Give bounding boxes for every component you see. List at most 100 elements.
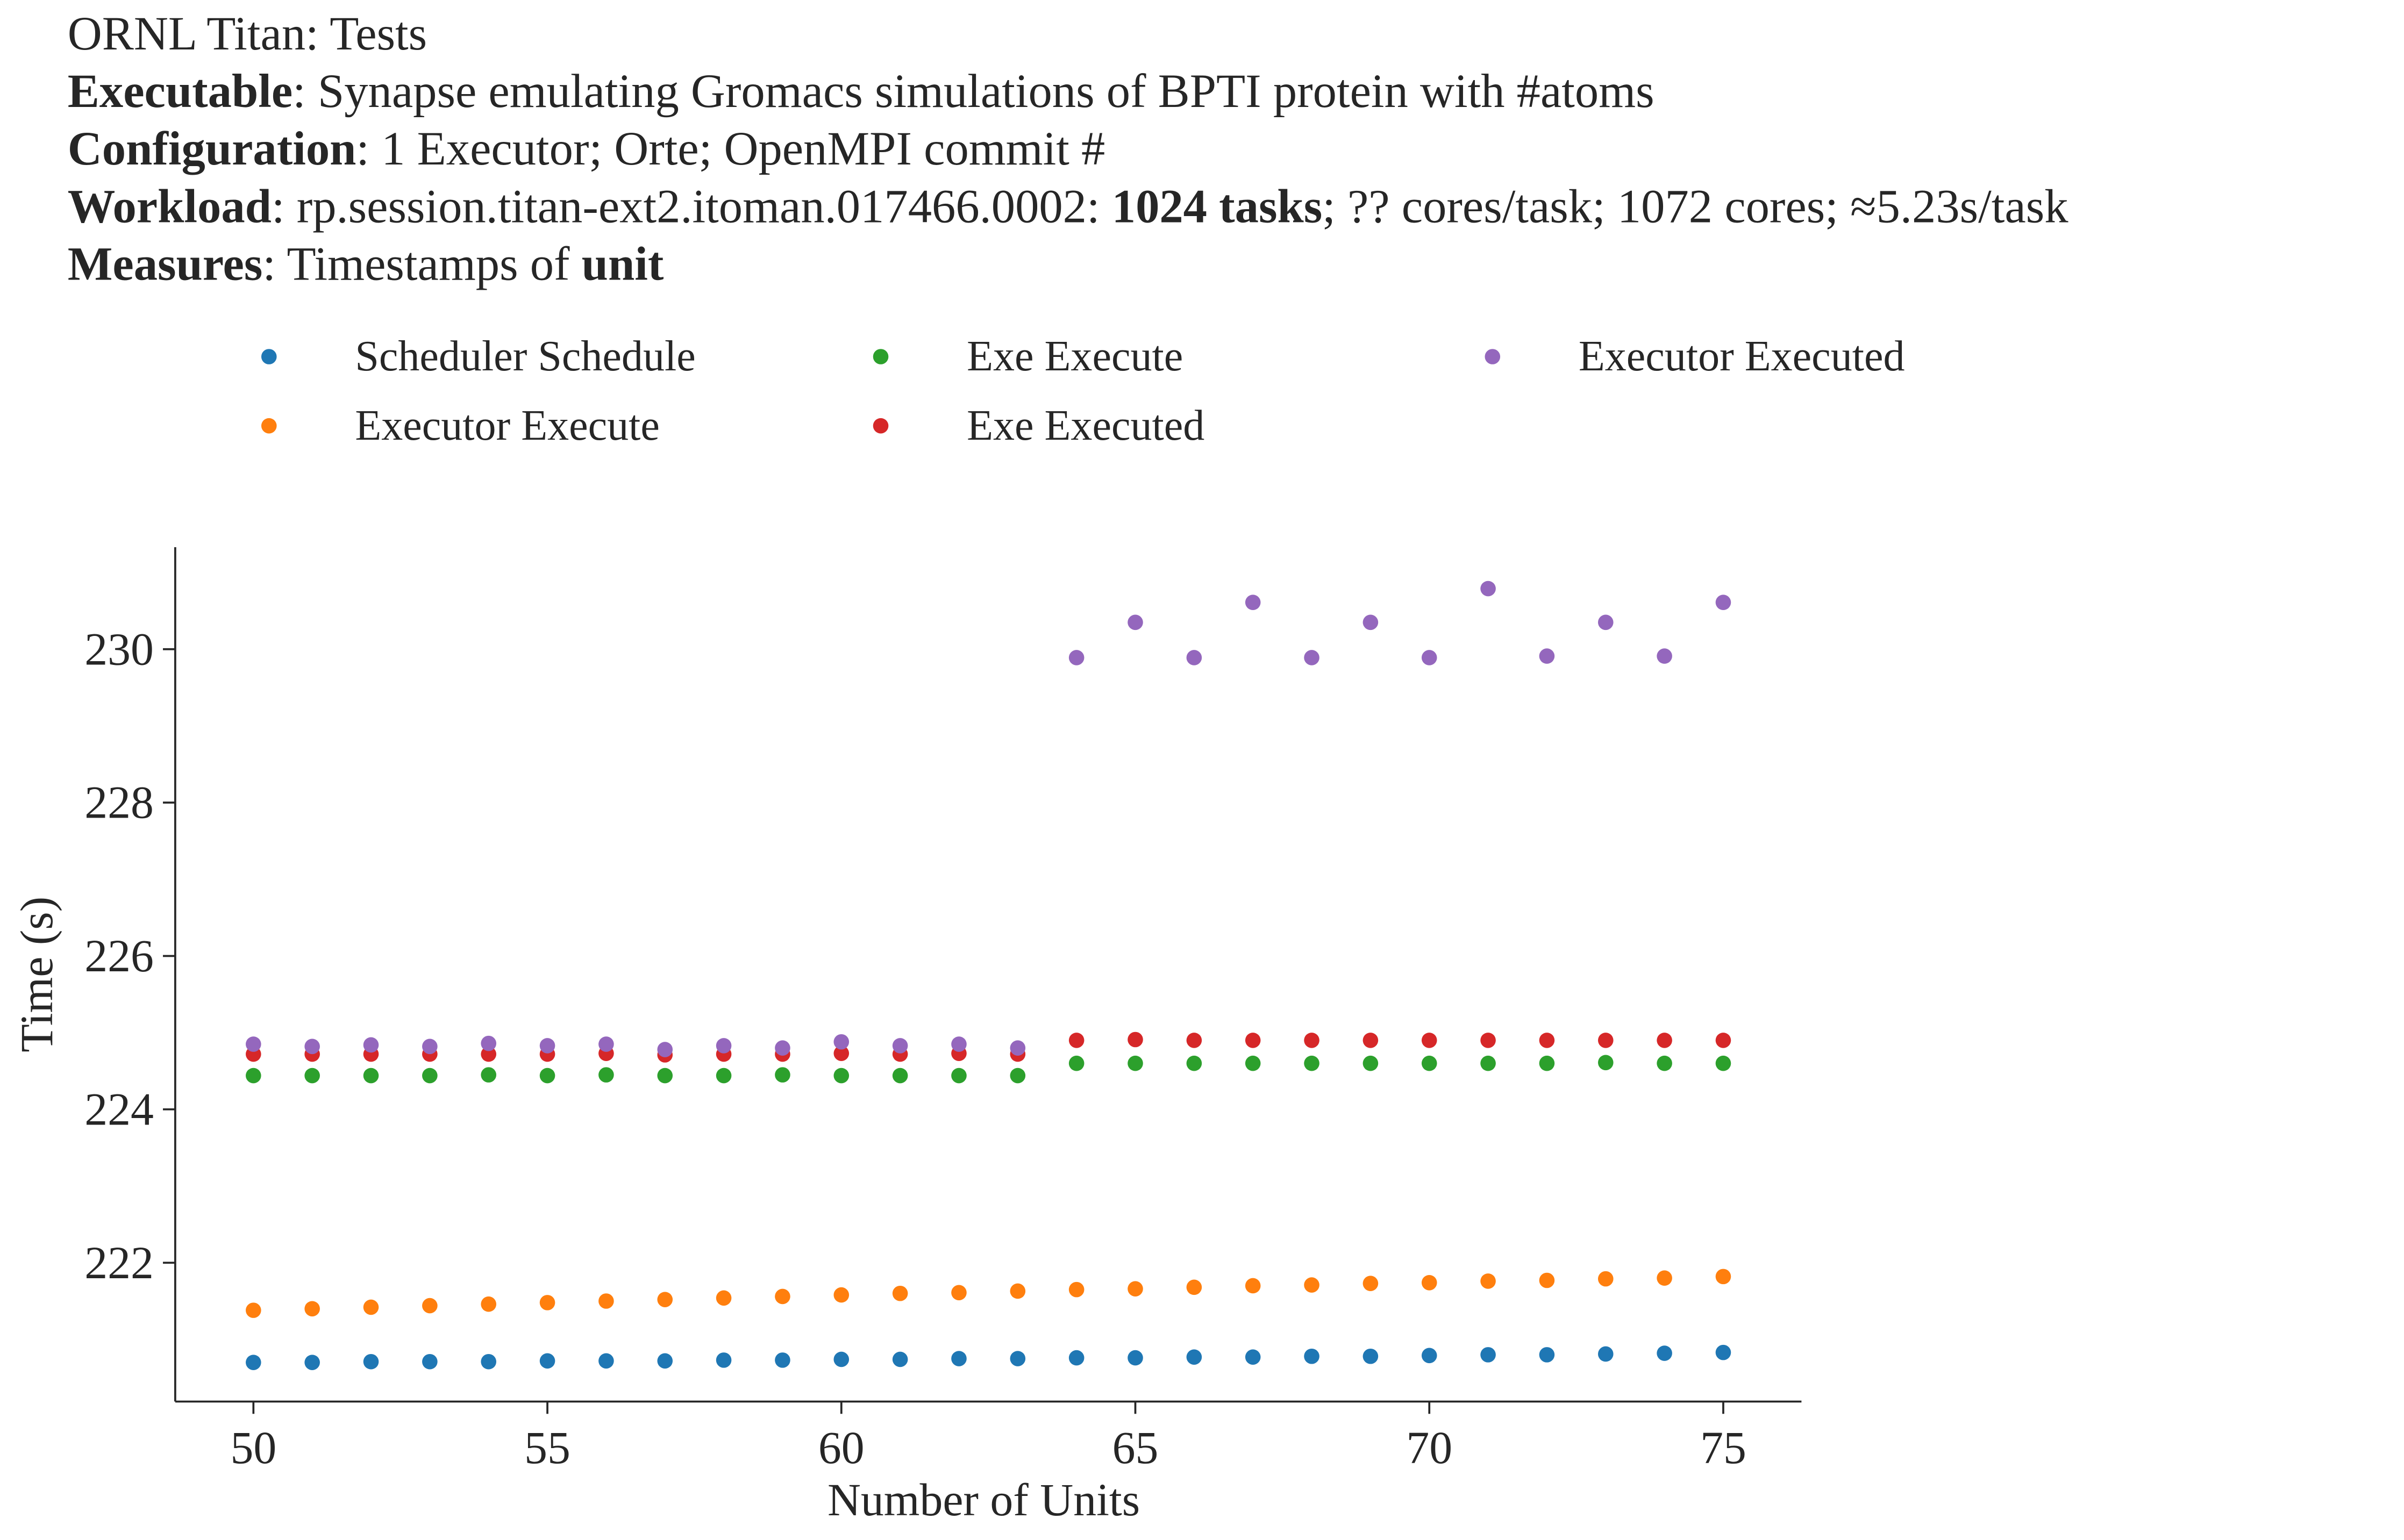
point <box>1010 1040 1026 1056</box>
point <box>951 1068 967 1084</box>
point <box>716 1068 732 1084</box>
point <box>951 1036 967 1052</box>
point <box>598 1036 614 1052</box>
point <box>1657 648 1672 664</box>
x-tick-label: 50 <box>230 1422 276 1473</box>
point <box>481 1353 496 1370</box>
point <box>1245 1055 1261 1071</box>
point <box>1715 1344 1731 1360</box>
point <box>892 1351 908 1367</box>
point <box>1304 650 1319 665</box>
y-tick-label: 226 <box>84 930 154 982</box>
point <box>1010 1351 1026 1366</box>
point <box>1539 1033 1555 1048</box>
title-segment: ; ?? cores/task; 1072 cores; ≈5.23s/task <box>1322 180 2068 233</box>
point <box>304 1038 320 1055</box>
point <box>1597 1033 1614 1048</box>
point <box>1539 648 1555 664</box>
legend-marker <box>261 349 277 364</box>
point <box>833 1351 850 1367</box>
title-segment: ORNL Titan: Tests <box>68 8 427 60</box>
title-line: Configuration: 1 Executor; Orte; OpenMPI… <box>68 123 1105 175</box>
point <box>1480 1055 1496 1071</box>
point <box>246 1036 261 1052</box>
point <box>1068 1350 1085 1366</box>
point <box>422 1038 438 1055</box>
legend-label: Exe Executed <box>967 402 1204 449</box>
x-tick-label: 70 <box>1406 1422 1452 1473</box>
point <box>892 1038 908 1054</box>
title-segment: : Synapse emulating Gromacs simulations … <box>293 65 1654 118</box>
x-tick-label: 75 <box>1700 1422 1746 1473</box>
point <box>1245 1278 1261 1294</box>
point <box>1657 1345 1672 1361</box>
point <box>1597 1055 1614 1071</box>
point <box>539 1295 555 1310</box>
title-segment: 1024 tasks <box>1112 180 1322 233</box>
y-axis-label: Time (s) <box>11 897 62 1052</box>
y-tick-label: 228 <box>84 777 154 828</box>
point <box>1010 1068 1026 1084</box>
point <box>1421 1348 1437 1364</box>
point <box>716 1352 732 1368</box>
point <box>1421 1055 1437 1071</box>
title-segment: : Timestamps of <box>262 238 581 291</box>
point <box>1715 1055 1731 1071</box>
point <box>422 1353 438 1370</box>
point <box>304 1355 320 1370</box>
point <box>363 1299 379 1315</box>
point <box>363 1068 379 1084</box>
point <box>1245 594 1261 611</box>
point <box>1128 1281 1143 1297</box>
point <box>598 1293 614 1309</box>
point <box>716 1290 732 1306</box>
point <box>1421 650 1437 665</box>
x-tick-label: 60 <box>818 1422 865 1473</box>
point <box>1539 1272 1555 1288</box>
point <box>833 1045 850 1061</box>
point <box>1186 1033 1202 1048</box>
point <box>1304 1277 1319 1293</box>
legend-label: Executor Executed <box>1579 333 1905 380</box>
point <box>892 1068 908 1084</box>
title-line: ORNL Titan: Tests <box>68 8 427 60</box>
title-segment: Measures <box>68 238 263 291</box>
point <box>1068 1281 1085 1298</box>
point <box>1362 1055 1379 1071</box>
legend-marker <box>873 418 889 434</box>
point <box>1715 594 1731 611</box>
point <box>1068 1033 1085 1048</box>
point <box>304 1068 320 1084</box>
point <box>1186 1055 1202 1071</box>
y-tick-label: 230 <box>84 624 154 675</box>
point <box>833 1068 850 1084</box>
title-segment: Executable <box>68 65 293 118</box>
y-tick-label: 222 <box>84 1237 154 1288</box>
point <box>1128 1032 1143 1048</box>
point <box>1715 1269 1731 1285</box>
point <box>598 1067 614 1083</box>
point <box>1362 1033 1379 1048</box>
title-line: Measures: Timestamps of unit <box>68 238 664 291</box>
x-tick-label: 65 <box>1112 1422 1159 1473</box>
point <box>1539 1055 1555 1071</box>
title-line: Workload: rp.session.titan-ext2.itoman.0… <box>68 180 2068 233</box>
point <box>1186 1349 1202 1365</box>
point <box>951 1351 967 1366</box>
legend-marker <box>1485 349 1501 364</box>
point <box>246 1302 261 1318</box>
point <box>481 1035 496 1051</box>
point <box>246 1355 261 1370</box>
point <box>951 1285 967 1301</box>
point <box>1128 614 1143 631</box>
x-axis-label: Number of Units <box>828 1474 1140 1525</box>
point <box>1657 1055 1672 1071</box>
point <box>833 1034 850 1050</box>
point <box>539 1068 555 1084</box>
point <box>657 1042 673 1057</box>
point <box>1657 1270 1672 1286</box>
point <box>1304 1055 1319 1071</box>
legend-marker <box>873 349 889 364</box>
point <box>1657 1033 1672 1048</box>
